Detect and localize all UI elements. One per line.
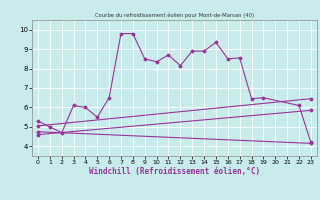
- X-axis label: Windchill (Refroidissement éolien,°C): Windchill (Refroidissement éolien,°C): [89, 167, 260, 176]
- Title: Courbe du refroidissement éolien pour Mont-de-Marsan (40): Courbe du refroidissement éolien pour Mo…: [95, 13, 254, 18]
